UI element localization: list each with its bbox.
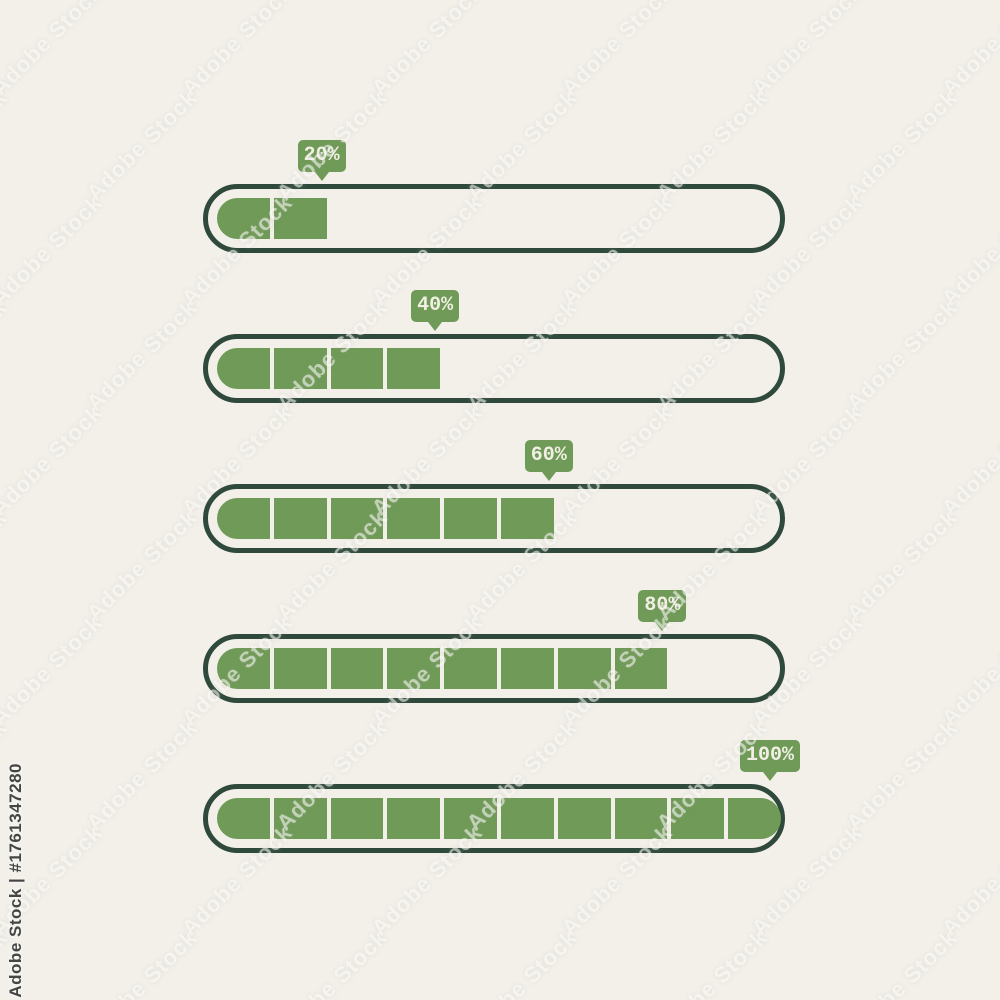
progress-segment <box>444 648 497 689</box>
progress-segment <box>728 798 781 839</box>
progress-track <box>217 348 771 389</box>
percent-badge: 80% <box>638 590 687 631</box>
percent-badge-label: 60% <box>530 444 567 467</box>
badge-pointer-icon <box>762 772 777 781</box>
progress-bar <box>203 634 785 703</box>
progress-segment <box>217 648 270 689</box>
progress-segment <box>273 498 327 539</box>
percent-badge-label: 40% <box>417 294 454 317</box>
badge-pointer-icon <box>428 322 443 331</box>
progress-bar-row: 20% <box>203 140 785 253</box>
stock-credit-watermark: Adobe Stock | #1761347280 <box>6 763 25 998</box>
progress-segment <box>387 798 441 839</box>
progress-segment <box>273 798 327 839</box>
progress-segment <box>273 198 327 239</box>
progress-segment <box>557 798 611 839</box>
progress-segment <box>330 498 384 539</box>
badge-pointer-icon <box>541 472 556 481</box>
progress-track <box>217 648 771 689</box>
progress-segment <box>330 798 384 839</box>
badge-pointer-icon <box>314 172 329 181</box>
progress-segment <box>273 648 327 689</box>
progress-segment <box>217 798 270 839</box>
percent-badge: 60% <box>524 440 573 481</box>
progress-bar <box>203 184 785 253</box>
progress-segment <box>217 198 270 239</box>
progress-bar-row: 60% <box>203 440 785 553</box>
progress-track <box>217 498 771 539</box>
progress-bar-row: 100% <box>203 740 801 853</box>
progress-segment <box>444 798 497 839</box>
progress-segment <box>557 648 611 689</box>
progress-bar-row: 80% <box>203 590 785 703</box>
progress-segment <box>500 498 554 539</box>
progress-segment <box>273 348 327 389</box>
progress-track <box>217 798 781 839</box>
percent-badge: 20% <box>297 140 346 181</box>
progress-segment <box>330 348 384 389</box>
percent-badge-label: 80% <box>644 594 681 617</box>
progress-segment <box>500 798 554 839</box>
percent-badge: 40% <box>411 290 460 331</box>
progress-track <box>217 198 771 239</box>
percent-badge-label: 100% <box>745 744 795 767</box>
progress-segment <box>614 648 668 689</box>
progress-segment <box>614 798 668 839</box>
progress-segment <box>217 348 270 389</box>
progress-segment <box>500 648 554 689</box>
progress-bar <box>203 334 785 403</box>
progress-segment <box>217 498 270 539</box>
progress-segment <box>444 498 497 539</box>
percent-badge-label: 20% <box>303 144 340 167</box>
progress-segment <box>387 348 441 389</box>
progress-segment <box>671 798 725 839</box>
progress-bar-row: 40% <box>203 290 785 403</box>
progress-bar <box>203 484 785 553</box>
progress-segment <box>387 498 441 539</box>
progress-bar <box>203 784 785 853</box>
progress-segment <box>387 648 441 689</box>
progress-segment <box>330 648 384 689</box>
badge-pointer-icon <box>655 622 670 631</box>
percent-badge: 100% <box>739 740 801 781</box>
